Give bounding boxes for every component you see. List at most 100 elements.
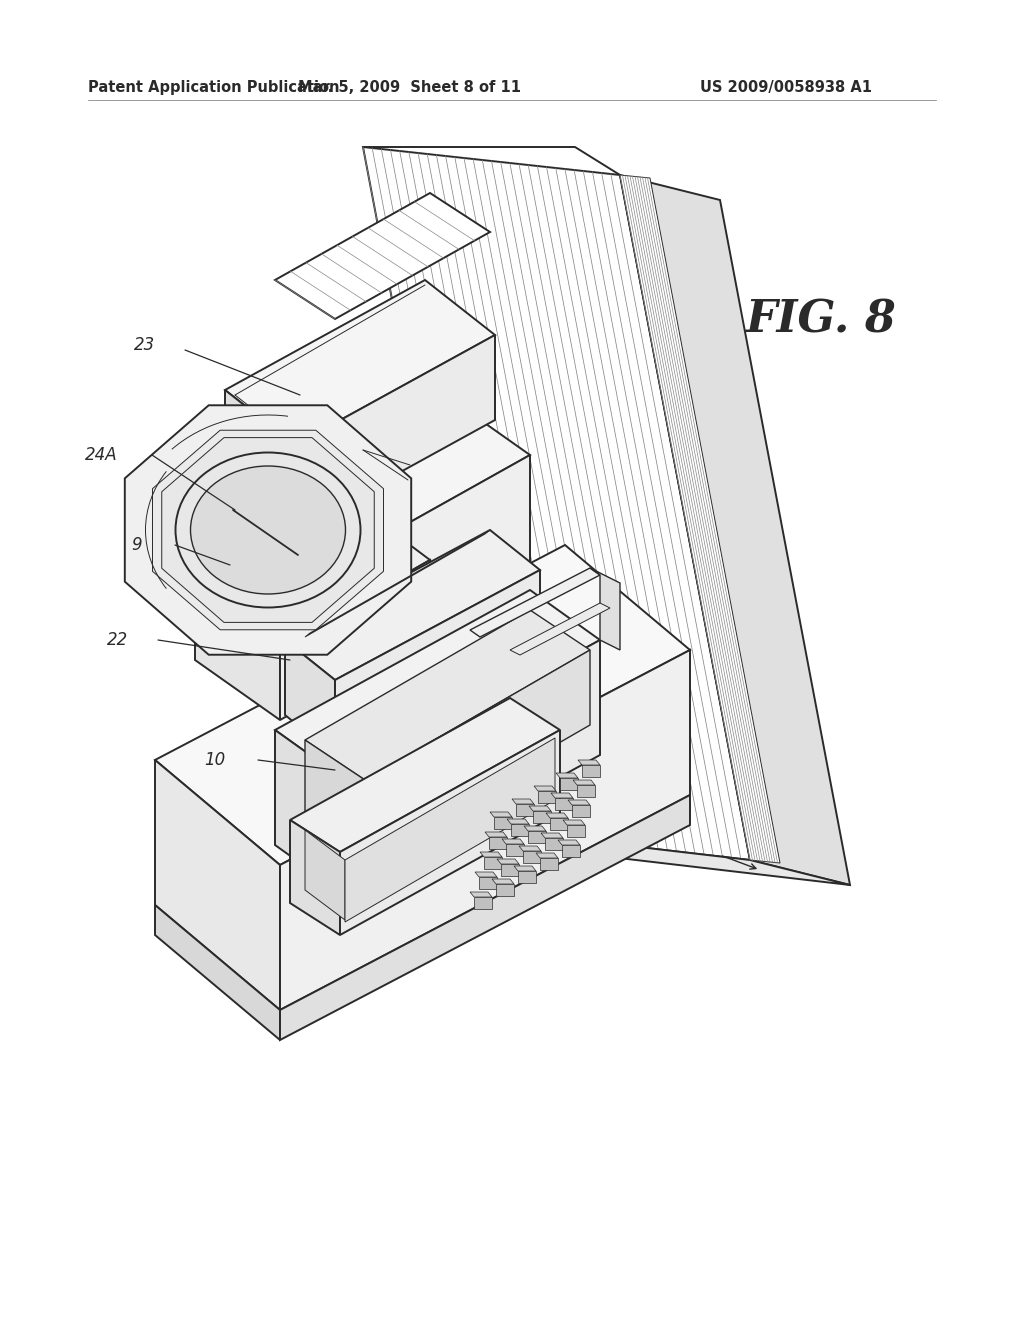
Text: 23: 23: [134, 337, 155, 354]
Polygon shape: [541, 833, 563, 838]
Polygon shape: [155, 906, 280, 1040]
Polygon shape: [285, 531, 430, 620]
Polygon shape: [470, 568, 600, 638]
Polygon shape: [524, 826, 546, 832]
Polygon shape: [512, 799, 534, 804]
Polygon shape: [556, 774, 578, 777]
Text: 24A: 24A: [85, 446, 118, 465]
Polygon shape: [479, 876, 497, 888]
Polygon shape: [225, 280, 495, 445]
Text: 22: 22: [106, 631, 128, 649]
Polygon shape: [345, 738, 555, 921]
Polygon shape: [492, 879, 514, 884]
Polygon shape: [195, 535, 280, 719]
Polygon shape: [280, 649, 690, 1010]
Text: FIG. 8: FIG. 8: [744, 298, 895, 342]
Polygon shape: [484, 857, 502, 869]
Polygon shape: [365, 649, 590, 855]
Polygon shape: [510, 603, 610, 655]
Polygon shape: [502, 840, 524, 843]
Text: 9: 9: [131, 536, 142, 554]
Polygon shape: [567, 825, 585, 837]
Polygon shape: [551, 793, 573, 799]
Polygon shape: [345, 640, 600, 895]
Polygon shape: [474, 898, 492, 909]
Polygon shape: [501, 865, 519, 876]
Polygon shape: [620, 176, 780, 863]
Polygon shape: [497, 859, 519, 865]
Polygon shape: [485, 832, 507, 837]
Polygon shape: [538, 791, 556, 803]
Polygon shape: [195, 395, 530, 595]
Polygon shape: [295, 335, 495, 531]
Polygon shape: [225, 389, 295, 531]
Text: 10: 10: [204, 751, 225, 770]
Ellipse shape: [190, 466, 345, 594]
Polygon shape: [573, 780, 595, 785]
Polygon shape: [470, 892, 492, 898]
Polygon shape: [529, 807, 551, 810]
Polygon shape: [546, 813, 568, 818]
Polygon shape: [514, 866, 536, 871]
Text: US 2009/0058938 A1: US 2009/0058938 A1: [700, 81, 872, 95]
Polygon shape: [550, 818, 568, 830]
Polygon shape: [493, 830, 850, 884]
Polygon shape: [275, 590, 600, 780]
Polygon shape: [518, 871, 536, 883]
Polygon shape: [540, 858, 558, 870]
Ellipse shape: [175, 453, 360, 607]
Polygon shape: [489, 837, 507, 849]
Polygon shape: [536, 853, 558, 858]
Polygon shape: [516, 804, 534, 816]
Polygon shape: [494, 817, 512, 829]
Polygon shape: [280, 455, 530, 719]
Polygon shape: [496, 884, 514, 896]
Polygon shape: [155, 760, 280, 1010]
Polygon shape: [523, 851, 541, 863]
Polygon shape: [480, 851, 502, 857]
Polygon shape: [519, 846, 541, 851]
Polygon shape: [285, 640, 335, 755]
Polygon shape: [290, 820, 340, 935]
Text: Mar. 5, 2009  Sheet 8 of 11: Mar. 5, 2009 Sheet 8 of 11: [299, 81, 521, 95]
Polygon shape: [562, 845, 580, 857]
Polygon shape: [582, 766, 600, 777]
Polygon shape: [620, 176, 850, 884]
Polygon shape: [362, 147, 620, 176]
Polygon shape: [305, 531, 490, 638]
Polygon shape: [511, 824, 529, 836]
Polygon shape: [528, 832, 546, 843]
Polygon shape: [362, 147, 750, 861]
Polygon shape: [275, 730, 345, 895]
Polygon shape: [490, 812, 512, 817]
Polygon shape: [545, 838, 563, 850]
Polygon shape: [153, 430, 383, 630]
Polygon shape: [155, 545, 690, 865]
Polygon shape: [558, 840, 580, 845]
Polygon shape: [534, 785, 556, 791]
Polygon shape: [555, 799, 573, 810]
Polygon shape: [205, 395, 445, 531]
Polygon shape: [340, 730, 560, 935]
Polygon shape: [280, 795, 690, 1040]
Text: Patent Application Publication: Patent Application Publication: [88, 81, 340, 95]
Polygon shape: [572, 805, 590, 817]
Polygon shape: [507, 818, 529, 824]
Polygon shape: [560, 777, 578, 789]
Polygon shape: [577, 785, 595, 797]
Polygon shape: [335, 570, 540, 755]
Polygon shape: [290, 698, 560, 851]
Polygon shape: [475, 873, 497, 876]
Polygon shape: [568, 800, 590, 805]
Polygon shape: [578, 760, 600, 766]
Polygon shape: [590, 568, 620, 649]
Polygon shape: [275, 193, 490, 319]
Polygon shape: [563, 820, 585, 825]
Polygon shape: [506, 843, 524, 855]
Polygon shape: [162, 438, 374, 623]
Polygon shape: [285, 531, 540, 680]
Polygon shape: [325, 560, 435, 660]
Polygon shape: [305, 741, 365, 855]
Polygon shape: [305, 830, 345, 920]
Polygon shape: [305, 610, 590, 780]
